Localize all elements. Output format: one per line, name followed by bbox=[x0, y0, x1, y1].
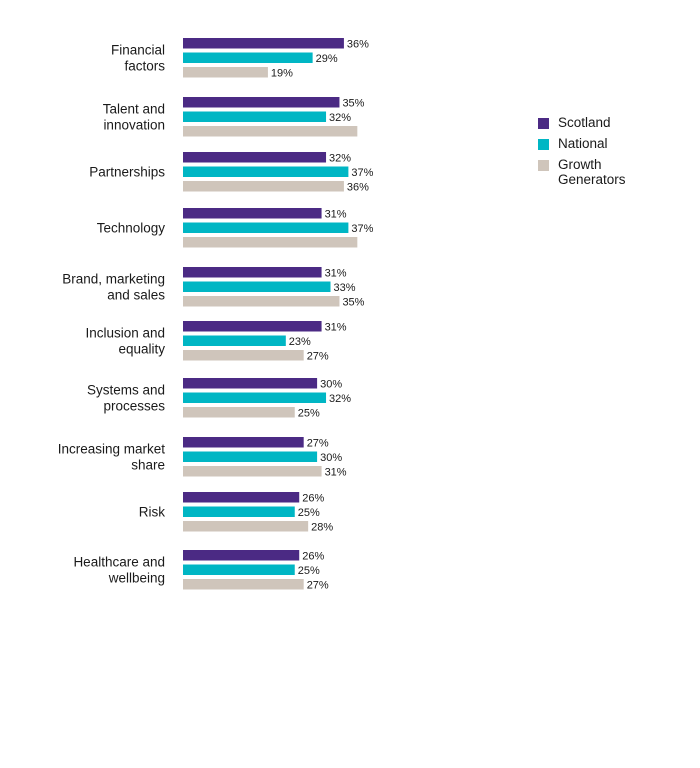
data-label: 37% bbox=[351, 167, 373, 179]
data-label: 25% bbox=[298, 507, 320, 519]
bar-national bbox=[183, 222, 349, 233]
category-label: share bbox=[131, 457, 165, 472]
data-label: 29% bbox=[316, 53, 338, 65]
legend-item-growth-generators: Growth Generators bbox=[538, 157, 648, 187]
data-label: 36% bbox=[347, 182, 369, 194]
bar-growth-generators bbox=[183, 126, 358, 137]
bar-national bbox=[183, 392, 327, 403]
category-label: Inclusion and bbox=[85, 325, 165, 340]
bar-scotland bbox=[183, 97, 340, 108]
bar-growth-generators bbox=[183, 181, 344, 192]
bar-scotland bbox=[183, 550, 300, 561]
category-label: equality bbox=[118, 341, 165, 356]
legend-item-national: National bbox=[538, 136, 648, 151]
bar-growth-generators bbox=[183, 296, 340, 307]
category-label: Partnerships bbox=[89, 164, 165, 179]
category-label: Systems and bbox=[87, 382, 165, 397]
data-label: 25% bbox=[298, 408, 320, 420]
data-label: 32% bbox=[329, 153, 351, 165]
bar-national bbox=[183, 166, 349, 177]
legend-label-growth-generators: Growth Generators bbox=[558, 157, 626, 187]
category-label: Increasing market bbox=[58, 441, 166, 456]
data-label: 35% bbox=[342, 297, 364, 309]
data-label: 35% bbox=[342, 98, 364, 110]
bar-national bbox=[183, 52, 313, 63]
category-label: Financial bbox=[111, 42, 165, 57]
data-label: 19% bbox=[271, 68, 293, 80]
category-label: Brand, marketing bbox=[62, 271, 165, 286]
bar-scotland bbox=[183, 378, 318, 389]
category-label: Talent and bbox=[103, 101, 165, 116]
category-label: processes bbox=[103, 398, 165, 413]
data-label: 32% bbox=[329, 393, 351, 405]
bar-growth-generators bbox=[183, 407, 295, 418]
data-label: 26% bbox=[302, 551, 324, 563]
bar-scotland bbox=[183, 208, 322, 219]
category-label: Technology bbox=[97, 220, 166, 235]
legend-swatch-national bbox=[538, 139, 549, 150]
data-label: 31% bbox=[325, 268, 347, 280]
category-label: Risk bbox=[139, 504, 165, 519]
bar-national bbox=[183, 451, 318, 462]
category-label: and sales bbox=[107, 287, 165, 302]
data-label: 26% bbox=[302, 493, 324, 505]
bar-growth-generators bbox=[183, 237, 358, 248]
data-label: 27% bbox=[307, 438, 329, 450]
category-label: factors bbox=[124, 58, 165, 73]
data-label: 28% bbox=[311, 522, 333, 534]
bar-growth-generators bbox=[183, 67, 268, 78]
data-label: 31% bbox=[325, 467, 347, 479]
bar-growth-generators bbox=[183, 350, 304, 361]
bar-national bbox=[183, 281, 331, 292]
bar-scotland bbox=[183, 437, 304, 448]
bar-scotland bbox=[183, 38, 344, 49]
data-label: 27% bbox=[307, 351, 329, 363]
bar-growth-generators bbox=[183, 521, 309, 532]
category-label: Healthcare and bbox=[73, 554, 165, 569]
data-label: 27% bbox=[307, 580, 329, 592]
legend-label-scotland: Scotland bbox=[558, 115, 611, 130]
data-label: 30% bbox=[320, 452, 342, 464]
bar-scotland bbox=[183, 492, 300, 503]
bar-scotland bbox=[183, 152, 327, 163]
data-label: 30% bbox=[320, 379, 342, 391]
data-label: 37% bbox=[351, 223, 373, 235]
bar-national bbox=[183, 335, 286, 346]
legend-swatch-growth-generators bbox=[538, 160, 549, 171]
category-label: wellbeing bbox=[108, 570, 165, 585]
data-label: 33% bbox=[334, 282, 356, 294]
bar-growth-generators bbox=[183, 466, 322, 477]
legend-label-national: National bbox=[558, 136, 608, 151]
legend-swatch-scotland bbox=[538, 118, 549, 129]
data-label: 32% bbox=[329, 112, 351, 124]
data-label: 31% bbox=[325, 322, 347, 334]
data-label: 25% bbox=[298, 565, 320, 577]
bar-national bbox=[183, 506, 295, 517]
bar-national bbox=[183, 564, 295, 575]
data-label: 23% bbox=[289, 336, 311, 348]
bar-scotland bbox=[183, 267, 322, 278]
bar-growth-generators bbox=[183, 579, 304, 590]
bar-scotland bbox=[183, 321, 322, 332]
category-label: innovation bbox=[103, 117, 165, 132]
data-label: 36% bbox=[347, 39, 369, 51]
data-label: 31% bbox=[325, 209, 347, 221]
bar-national bbox=[183, 111, 327, 122]
legend-item-scotland: Scotland bbox=[538, 115, 648, 130]
legend: Scotland National Growth Generators bbox=[538, 115, 648, 193]
